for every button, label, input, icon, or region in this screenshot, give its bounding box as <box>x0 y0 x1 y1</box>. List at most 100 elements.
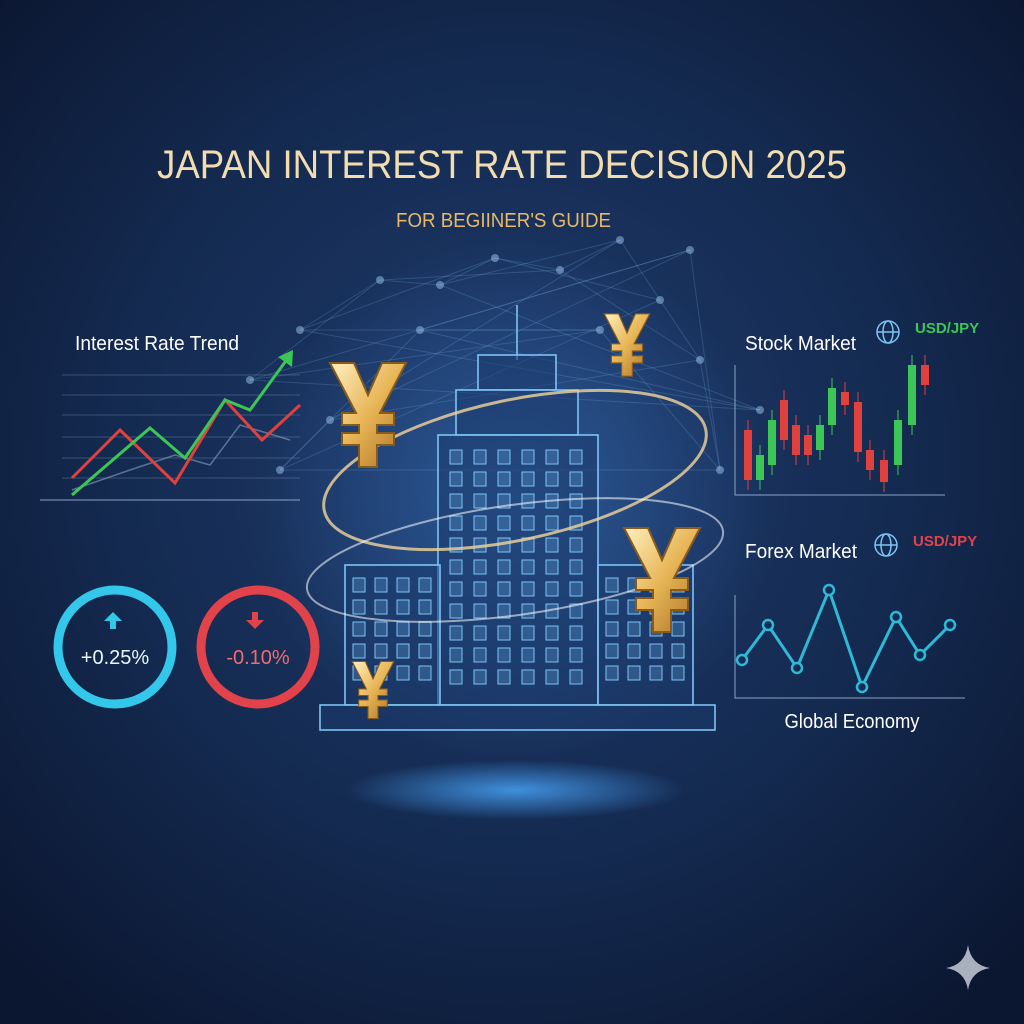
window <box>627 665 641 681</box>
window <box>374 599 388 615</box>
candle-body <box>744 430 752 480</box>
window <box>545 471 559 487</box>
network-line <box>439 284 761 411</box>
trend-chart-part <box>70 397 302 486</box>
window <box>449 449 463 465</box>
candle-body <box>756 455 764 480</box>
forex-chart <box>734 583 965 699</box>
window <box>473 471 487 487</box>
candle-body <box>768 420 776 465</box>
forex-point <box>913 648 927 662</box>
network-node <box>556 266 564 274</box>
sparkle-icon <box>946 945 990 990</box>
window <box>521 559 535 575</box>
window <box>605 643 619 659</box>
indicator-down <box>196 585 320 709</box>
network-node <box>296 326 304 334</box>
window <box>497 647 511 663</box>
network-line <box>494 257 561 271</box>
window <box>521 647 535 663</box>
forex-chart-part <box>734 595 965 699</box>
network-node <box>756 406 764 414</box>
globe-icon <box>876 320 900 344</box>
window <box>605 599 619 615</box>
forex-chart-part <box>740 585 952 691</box>
window <box>418 643 432 659</box>
trend-chart-part <box>62 374 300 479</box>
forex-point <box>790 661 804 675</box>
window <box>605 577 619 593</box>
window <box>521 603 535 619</box>
window <box>521 515 535 531</box>
window <box>449 581 463 597</box>
candle-body <box>880 460 888 482</box>
window <box>396 665 410 681</box>
window <box>418 665 432 681</box>
window <box>569 581 583 597</box>
network-line <box>249 329 601 381</box>
window <box>545 669 559 685</box>
network-node <box>416 326 424 334</box>
window <box>449 669 463 685</box>
window <box>449 471 463 487</box>
currency-pair: USD/JPY <box>913 533 977 550</box>
window <box>396 621 410 637</box>
yen-icon <box>622 527 702 633</box>
panel-title: Interest Rate Trend <box>75 333 239 355</box>
window <box>545 449 559 465</box>
yen-icon <box>328 362 408 468</box>
window <box>449 559 463 575</box>
window <box>473 515 487 531</box>
candlestick-chart <box>734 355 945 496</box>
subtitle: FOR BEGIINER'S GUIDE <box>396 210 611 232</box>
network-line <box>599 329 721 471</box>
window <box>569 559 583 575</box>
window <box>497 559 511 575</box>
network-lines <box>246 236 764 474</box>
network-node <box>686 246 694 254</box>
yen-icons <box>328 313 702 720</box>
window <box>521 471 535 487</box>
building-part <box>344 564 441 706</box>
network-line <box>249 279 381 381</box>
window <box>497 493 511 509</box>
window <box>545 515 559 531</box>
window <box>473 581 487 597</box>
window <box>605 621 619 637</box>
network-line <box>419 329 761 411</box>
window <box>418 577 432 593</box>
network-line <box>299 257 496 331</box>
network-line <box>439 257 496 286</box>
network-line <box>439 239 621 286</box>
window <box>473 625 487 641</box>
forex-point <box>943 618 957 632</box>
window <box>649 643 663 659</box>
window <box>627 621 641 637</box>
window <box>569 625 583 641</box>
indicator-up-part <box>53 585 177 709</box>
window <box>497 515 511 531</box>
window <box>649 665 663 681</box>
candle-body <box>792 425 800 455</box>
network-node <box>616 236 624 244</box>
window <box>374 621 388 637</box>
window <box>497 669 511 685</box>
window <box>521 449 535 465</box>
window <box>449 603 463 619</box>
window <box>497 603 511 619</box>
window <box>449 493 463 509</box>
window <box>545 537 559 553</box>
window <box>569 449 583 465</box>
building-part <box>477 354 557 391</box>
indicator-label: -0.10% <box>226 647 290 669</box>
window <box>418 621 432 637</box>
network-line <box>559 269 701 361</box>
yen-icon <box>603 313 651 377</box>
window <box>352 621 366 637</box>
window <box>396 577 410 593</box>
network-node <box>276 466 284 474</box>
window <box>569 647 583 663</box>
window <box>569 471 583 487</box>
